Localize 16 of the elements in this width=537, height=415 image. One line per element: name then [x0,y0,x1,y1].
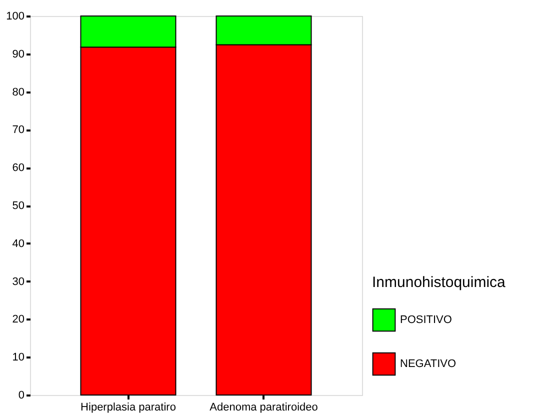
x-tick-label: Adenoma paratiroideo [210,402,318,414]
y-tick-label: 40 [12,238,24,250]
y-tick-label: 60 [12,162,24,174]
y-tick-label: 100 [6,10,24,22]
y-tick-label: 10 [12,352,24,364]
y-tick-label: 50 [12,200,24,212]
legend-title: Inmunohistoquimica [372,274,506,291]
y-tick-label: 80 [12,86,24,98]
legend-label: NEGATIVO [400,358,456,370]
legend-label: POSITIVO [400,314,452,326]
x-tick-label: Hiperplasia paratiro [80,402,176,414]
y-tick-label: 70 [12,124,24,136]
y-tick-label: 30 [12,276,24,288]
y-tick-label: 20 [12,314,24,326]
y-tick-label: 0 [18,390,24,402]
y-tick-label: 90 [12,48,24,60]
